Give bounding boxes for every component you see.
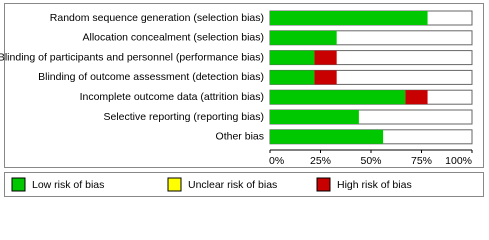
bar-segment [270, 129, 384, 144]
legend-label: Unclear risk of bias [188, 179, 277, 191]
bar-segment [270, 70, 315, 85]
bar-segment [314, 70, 337, 85]
bar-segment [270, 110, 359, 124]
bar-segment [270, 11, 428, 25]
category-label: Blinding of outcome assessment (detectio… [38, 71, 264, 83]
category-label: Incomplete outcome data (attrition bias) [80, 91, 264, 103]
legend-swatch [316, 177, 331, 192]
bar-segment [270, 30, 337, 45]
bar-segment [270, 90, 406, 105]
x-tick-label: 0% [269, 155, 284, 167]
x-tick-label: 25% [310, 155, 331, 167]
category-label: Blinding of participants and personnel (… [0, 51, 264, 63]
legend-swatch [167, 177, 182, 192]
legend-label: Low risk of bias [32, 179, 104, 191]
category-label: Allocation concealment (selection bias) [82, 32, 264, 44]
category-label: Random sequence generation (selection bi… [50, 12, 264, 24]
x-tick-label: 100% [445, 155, 472, 167]
x-tick-label: 75% [411, 155, 432, 167]
legend-frame [4, 172, 484, 197]
bar-segment [405, 90, 428, 105]
category-label: Selective reporting (reporting bias) [104, 111, 265, 123]
x-tick-label: 50% [360, 155, 381, 167]
category-label: Other bias [216, 131, 264, 143]
bar-segment [314, 50, 337, 65]
chart: Random sequence generation (selection bi… [0, 3, 484, 197]
legend-label: High risk of bias [337, 179, 412, 191]
bar-segment [270, 50, 315, 65]
legend-swatch [11, 177, 26, 192]
